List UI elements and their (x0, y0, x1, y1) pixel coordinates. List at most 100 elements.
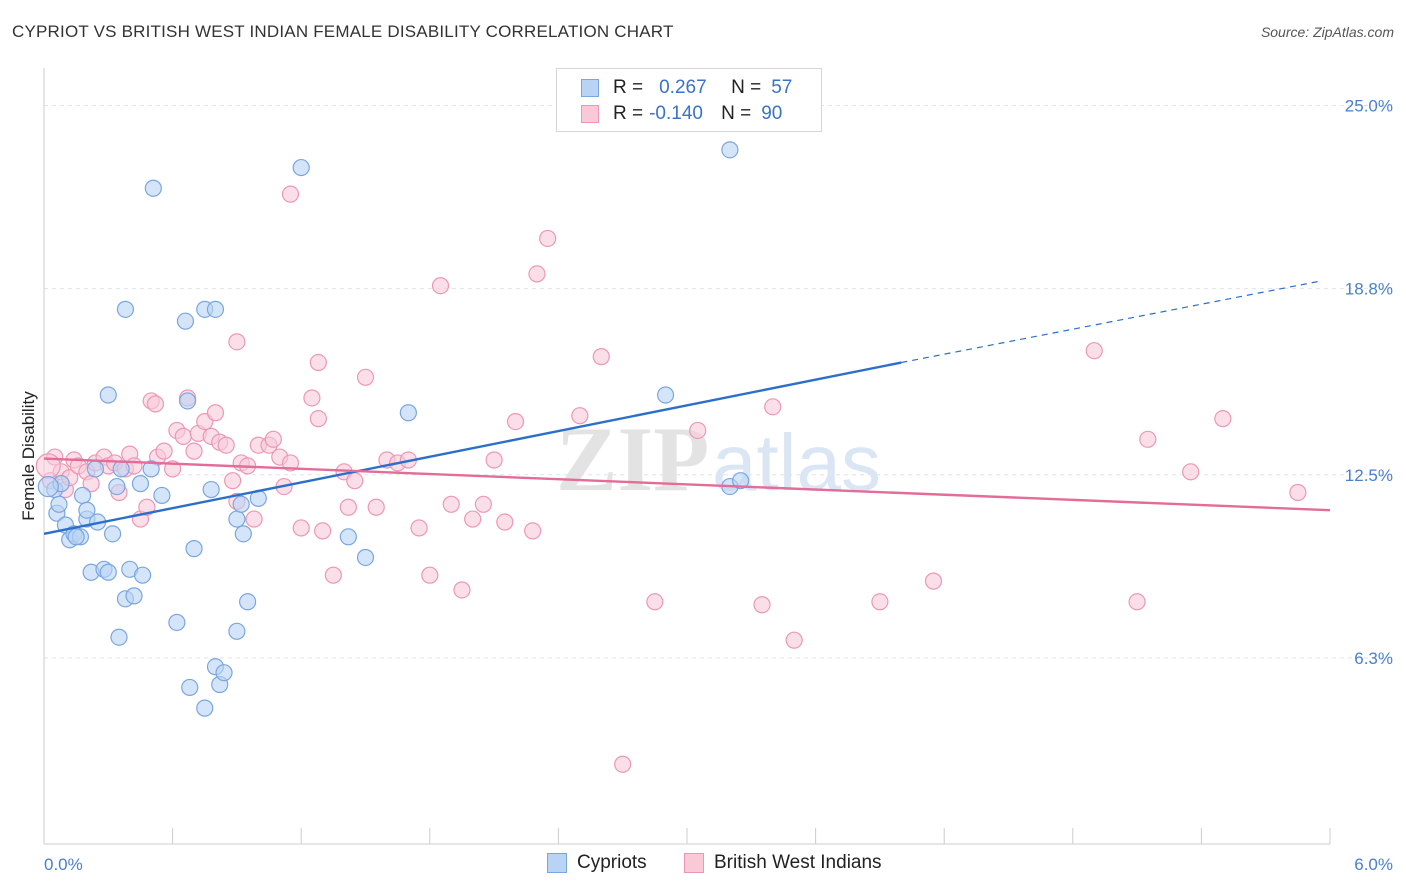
british-west-indians-point (474, 495, 492, 513)
british-west-indians-point (346, 472, 364, 490)
cypriots-point (196, 699, 214, 717)
cypriots-point (185, 540, 203, 558)
british-west-indians-point (571, 407, 589, 425)
british-west-indians-point (410, 519, 428, 537)
cypriots-point (206, 300, 225, 318)
cypriots-point (292, 158, 310, 177)
cypriots-point (86, 460, 105, 478)
gridlines (44, 105, 1394, 659)
legend-n-label: N = (721, 103, 752, 124)
british-west-indians-point (292, 519, 310, 537)
x-ticks (43, 828, 1331, 844)
cypriots-point (176, 312, 195, 330)
cypriots-point (108, 477, 126, 496)
cypriots-point (110, 628, 128, 646)
legend-r-value: -0.140 (649, 103, 703, 124)
x-tick-label-min: 0.0% (44, 855, 83, 874)
british-west-indians-point (528, 265, 546, 283)
british-west-indians-point (155, 442, 173, 460)
trendlines (43, 280, 1331, 536)
bottom-legend-swatch-cypriots (547, 853, 567, 873)
british-west-indians-trendline (43, 457, 1331, 512)
british-west-indians-point (281, 454, 300, 472)
cypriots-point (228, 510, 246, 528)
cypriots-point (116, 300, 135, 318)
cypriots-point (234, 525, 252, 543)
british-west-indians-point (264, 430, 282, 448)
cypriots-point (99, 386, 117, 404)
y-tick-label: 25.0% (1345, 97, 1393, 116)
british-west-indians-point (506, 413, 525, 431)
british-west-indians-point (245, 510, 263, 528)
source-credit: Source: ZipAtlas.com (1260, 24, 1394, 40)
y-tick-label: 12.5% (1345, 466, 1393, 485)
cypriots-point (67, 528, 85, 546)
legend-n-value: 57 (771, 77, 793, 98)
cypriots-point (181, 678, 199, 697)
cypriots-point (339, 528, 357, 546)
cypriots-point (731, 472, 750, 490)
cypriots-point (399, 404, 417, 422)
british-west-indians-point (339, 498, 357, 516)
y-tick-label: 6.3% (1354, 649, 1393, 668)
british-west-indians-point (185, 442, 203, 460)
british-west-indians-point (646, 593, 664, 611)
british-west-indians-point (303, 389, 321, 407)
bottom-legend-british-west-indians: British West Indians (684, 852, 882, 874)
british-west-indians-point (539, 229, 557, 248)
cypriots-point (721, 141, 739, 159)
bottom-legend: Cypriots British West Indians (0, 852, 1406, 878)
british-west-indians-point (1289, 483, 1307, 502)
y-tick-labels: 6.3% 12.5% 18.8% 25.0% (1345, 97, 1393, 668)
british-west-indians-point (228, 333, 246, 351)
british-west-indians-point (453, 581, 471, 599)
cypriots-point (50, 495, 68, 513)
legend-r-label: R = (613, 77, 644, 98)
british-west-indians-point (924, 572, 943, 590)
cypriots-point (144, 179, 162, 197)
cypriots-point (168, 613, 186, 632)
bottom-legend-cypriots: Cypriots (547, 852, 647, 874)
bottom-legend-label-cypriots: Cypriots (577, 852, 647, 873)
cypriots-point (142, 460, 160, 478)
legend-swatch-british-west-indians (581, 105, 599, 123)
cypriots-point (73, 486, 92, 505)
british-west-indians-point (206, 404, 225, 422)
british-west-indians-point (314, 522, 332, 540)
british-west-indians-point (367, 498, 385, 516)
british-west-indians-point (421, 566, 439, 584)
british-west-indians-points (35, 185, 1307, 773)
british-west-indians-point (217, 436, 235, 454)
british-west-indians-point (442, 495, 460, 513)
british-west-indians-point (753, 596, 771, 614)
legend-r-label: R = (613, 103, 644, 124)
british-west-indians-point (785, 631, 803, 649)
chart-title: CYPRIOT VS BRITISH WEST INDIAN FEMALE DI… (12, 22, 674, 41)
cypriots-point (78, 501, 96, 519)
british-west-indians-point (1182, 463, 1200, 481)
y-axis-title: Female Disability (19, 391, 38, 521)
cypriots-point (356, 548, 375, 567)
british-west-indians-point (224, 472, 242, 490)
british-west-indians-point (309, 410, 327, 428)
watermark-zip: ZIP (556, 408, 709, 510)
cypriots-point (131, 475, 150, 493)
british-west-indians-point (464, 510, 482, 528)
legend-n-value: 90 (761, 103, 783, 124)
cypriots-point (239, 593, 257, 611)
legend-n-label: N = (731, 77, 762, 98)
british-west-indians-point (356, 368, 375, 386)
cypriots-point (37, 475, 59, 498)
british-west-indians-point (1139, 430, 1157, 448)
legend-r-value: 0.267 (659, 77, 707, 98)
british-west-indians-point (524, 522, 542, 540)
british-west-indians-point (138, 498, 156, 516)
cypriots-point (656, 386, 675, 404)
cypriots-point (228, 622, 246, 640)
british-west-indians-point (689, 421, 707, 440)
british-west-indians-point (1085, 342, 1103, 360)
british-west-indians-point (324, 566, 342, 584)
legend-row-cypriots: R = 0.267 N = 57 (581, 76, 792, 100)
cypriots-trendline-extension (901, 280, 1320, 364)
